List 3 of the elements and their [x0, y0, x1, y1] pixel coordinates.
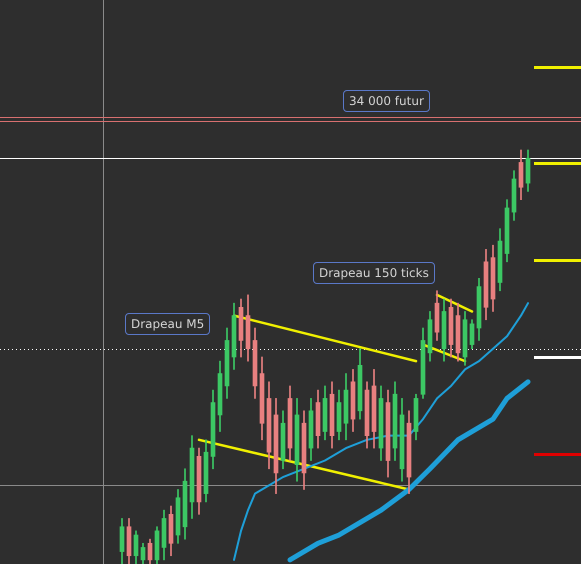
annotation: Drapeau M5 — [125, 313, 210, 335]
annotation: Drapeau 150 ticks — [313, 262, 435, 284]
text: 34 000 futur — [343, 90, 430, 112]
